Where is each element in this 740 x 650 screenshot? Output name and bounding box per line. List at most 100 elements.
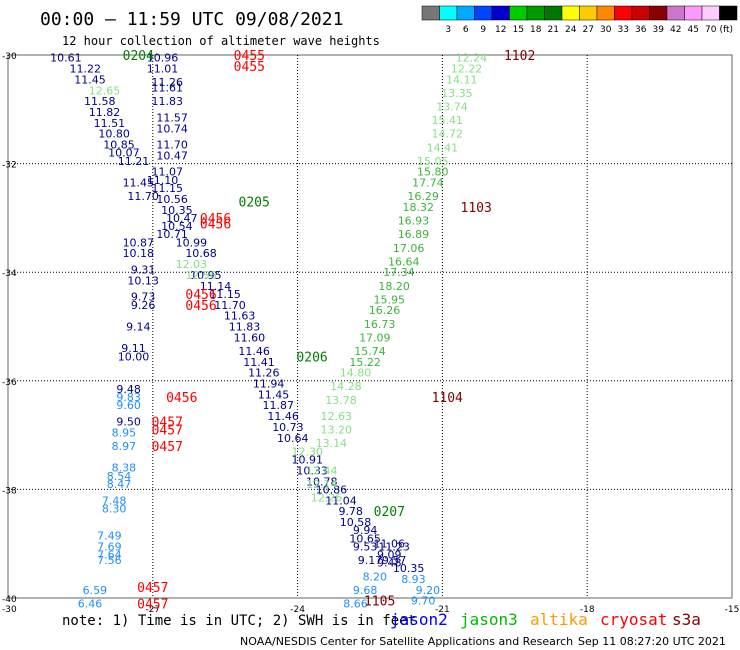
wave-height-point: 13.35 (441, 87, 473, 100)
x-corner-label: -30 (2, 605, 17, 615)
wave-height-point: 11.58 (84, 95, 116, 108)
wave-height-point: 16.29 (407, 190, 439, 203)
wave-height-point: 8.93 (401, 573, 426, 586)
wave-height-point: 9.70 (411, 595, 436, 608)
wave-height-point: 6.59 (83, 584, 108, 597)
wave-height-point: 10.56 (156, 193, 188, 206)
wave-height-point: 9.68 (353, 584, 378, 597)
wave-height-point: 10.33 (296, 464, 328, 477)
pass-time-label: 0206 (296, 350, 327, 365)
wave-height-point: 12.63 (320, 410, 352, 423)
chart-title: 00:00 – 11:59 UTC 09/08/2021 (40, 9, 343, 30)
wave-height-point: 10.73 (272, 421, 304, 434)
wave-height-point: 14.11 (446, 73, 478, 86)
y-tick-label: -40 (2, 595, 17, 605)
wave-height-point: 10.87 (123, 236, 155, 249)
pass-time-label: 1104 (432, 391, 463, 406)
wave-height-point: 11.57 (156, 111, 188, 124)
plot-frame (7, 54, 733, 599)
wave-height-point: 12.24 (456, 52, 488, 65)
wave-height-point: 10.35 (161, 204, 193, 217)
colorbar-label: 33 (618, 25, 629, 35)
pass-time-label: 0457 (152, 440, 183, 455)
pass-time-label: 0455 (234, 49, 265, 64)
wave-height-point: 9.83 (116, 391, 141, 404)
wave-height-point: 11.70 (214, 299, 246, 312)
wave-height-point: 11.14 (200, 280, 232, 293)
colorbar-label: 15 (513, 25, 524, 35)
wave-height-point: 17.34 (383, 266, 415, 279)
grid-lines (8, 55, 732, 598)
colorbar-swatch (421, 5, 440, 21)
wave-height-point: 11.83 (229, 321, 261, 334)
wave-height-point: 10.00 (118, 350, 150, 363)
wave-height-point: 11.45 (258, 388, 290, 401)
wave-height-point: 11.46 (267, 410, 299, 423)
legend-altika: altika (530, 610, 588, 629)
x-tick-label: -18 (580, 605, 595, 615)
wave-height-point: 16.73 (364, 318, 396, 331)
wave-height-point: 16.26 (369, 304, 401, 317)
wave-height-point: 11.94 (253, 378, 285, 391)
pass-time-label: 1105 (364, 595, 395, 610)
wave-height-point: 10.35 (393, 562, 425, 575)
colorbar-unit: (ft) (719, 25, 733, 35)
colorbar-label: 6 (463, 25, 469, 35)
pass-time-label: 0457 (137, 581, 168, 596)
wave-height-point: 11.26 (248, 367, 280, 380)
wave-height-point: 13.20 (320, 424, 352, 437)
wave-height-point: 12.44 (306, 464, 338, 477)
wave-height-point: 10.85 (103, 139, 135, 152)
wave-height-point: 10.91 (292, 454, 324, 467)
colorbar: 3 6 9 12 15 18 21 24 27 30 33 36 39 42 45 70 (ft) (421, 5, 738, 35)
wave-height-point: 8.30 (102, 502, 127, 515)
timestamp-text: Sep 11 08:27:20 UTC 2021 (578, 635, 726, 648)
wave-height-point: 17.06 (393, 242, 425, 255)
wave-height-point: 14.28 (330, 380, 362, 393)
x-tick-label: -21 (435, 605, 450, 615)
x-tick-label: -24 (290, 605, 305, 615)
wave-height-labels: 10.6111.2211.4511.5811.8211.5110.8010.85… (50, 52, 487, 611)
colorbar-swatch (474, 5, 493, 21)
wave-height-point: 16.64 (388, 255, 420, 268)
wave-height-point: 17.09 (359, 331, 391, 344)
wave-height-point: 11.21 (118, 155, 150, 168)
wave-height-point: 9.09 (377, 549, 402, 562)
colorbar-swatch (684, 5, 703, 21)
colorbar-swatch (596, 5, 615, 21)
legend-cryosat: cryosat (600, 610, 667, 629)
wave-height-point: 11.63 (224, 310, 256, 323)
wave-height-point: 10.61 (50, 52, 82, 65)
colorbar-swatch (649, 5, 668, 21)
wave-height-point: 10.74 (156, 122, 188, 135)
pass-time-label: 0456 (200, 217, 231, 232)
satellite-legend: jason2 jason3 altika cryosat s3a (390, 610, 701, 629)
wave-height-point: 13.74 (436, 101, 468, 114)
wave-height-point: 7.69 (97, 540, 122, 553)
wave-height-point: 11.51 (94, 117, 126, 130)
wave-height-point: 10.71 (156, 228, 188, 241)
wave-height-point: 11.01 (147, 63, 179, 76)
wave-height-point: 8.95 (112, 426, 137, 439)
colorbar-swatch (439, 5, 458, 21)
wave-height-point: 17.74 (412, 177, 444, 190)
wave-height-point: 9.73 (131, 291, 156, 304)
wave-height-point: 11.04 (325, 494, 357, 507)
wave-height-point: 8.54 (107, 470, 132, 483)
pass-time-label: 1103 (461, 201, 492, 216)
wave-height-point: 11.26 (152, 76, 184, 89)
legend-jason2: jason2 (390, 610, 448, 629)
pass-time-label: 0207 (374, 505, 405, 520)
wave-height-point: 7.56 (97, 554, 122, 567)
wave-height-point: 9.53 (353, 540, 378, 553)
pass-time-label: 0205 (239, 196, 270, 211)
wave-height-point: 12.56 (185, 269, 217, 282)
wave-height-point: 11.10 (147, 174, 179, 187)
colorbar-swatch (509, 5, 528, 21)
wave-height-point: 8.38 (112, 462, 137, 475)
pass-time-label: 0456 (185, 299, 216, 314)
wave-height-point: 9.48 (116, 383, 141, 396)
wave-height-point: 9.26 (131, 299, 156, 312)
wave-height-point: 11.41 (243, 356, 275, 369)
